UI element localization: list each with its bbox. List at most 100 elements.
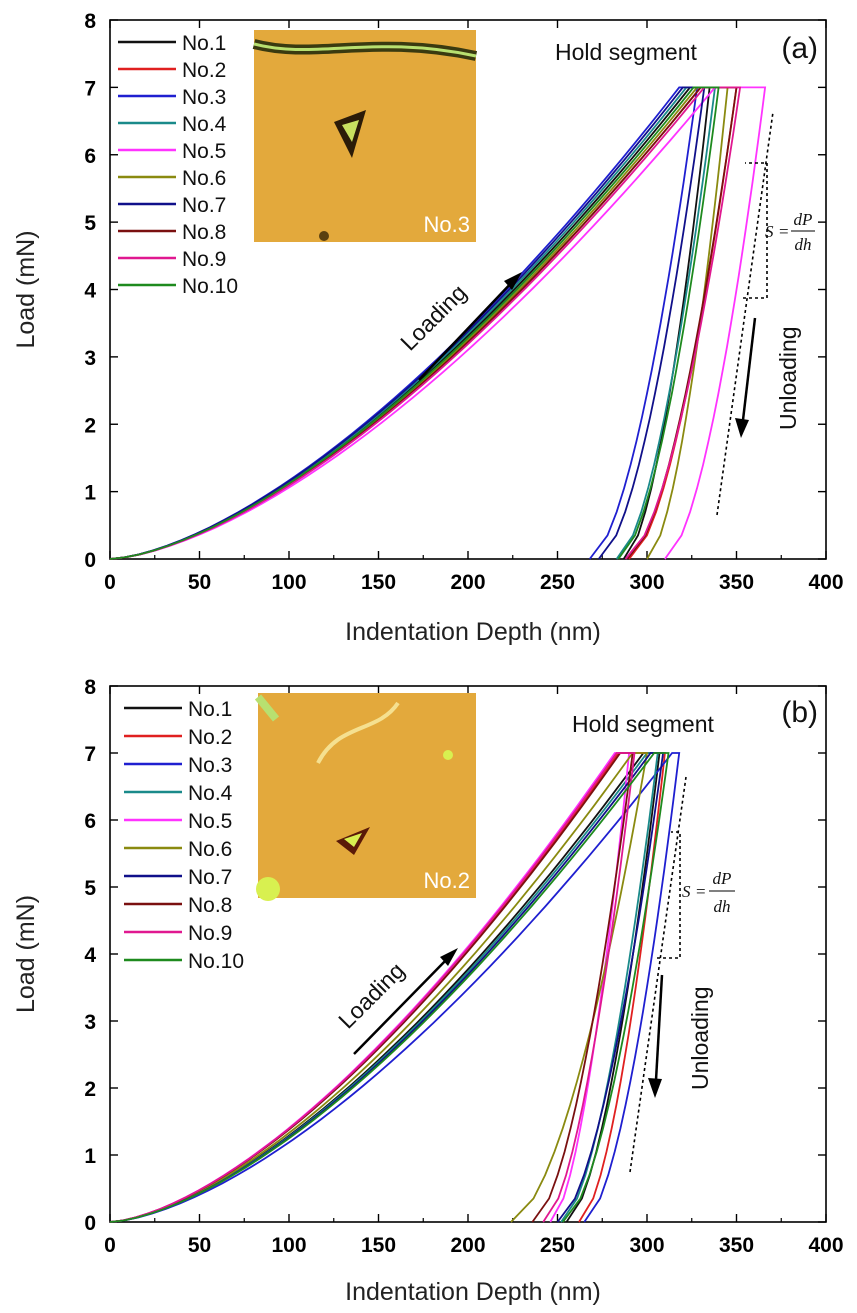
x-tick-label: 350 <box>719 1234 754 1257</box>
series-line-no10 <box>109 86 720 560</box>
x-tick-label: 50 <box>188 571 211 594</box>
y-tick-label: 0 <box>84 1212 96 1235</box>
y-tick-label: 1 <box>84 1145 96 1168</box>
x-tick-label: 50 <box>188 1234 211 1257</box>
series-line-no9 <box>109 86 742 560</box>
x-tick-label: 400 <box>808 571 843 594</box>
x-tick-label: 250 <box>540 571 575 594</box>
legend-label: No.9 <box>188 922 232 945</box>
legend-label: No.4 <box>188 782 233 805</box>
legend-label: No.8 <box>188 894 232 917</box>
y-tick-label: 3 <box>84 347 96 370</box>
stiffness-s: S <box>682 882 691 901</box>
y-tick-label: 8 <box>84 10 96 33</box>
unloading-arrow <box>654 974 664 1081</box>
x-tick-label: 100 <box>271 1234 306 1257</box>
speck <box>256 877 280 901</box>
x-tick-label: 150 <box>361 571 396 594</box>
stiffness-num: dP <box>713 869 732 888</box>
unloading-arrowhead <box>648 1078 662 1098</box>
grain-boundary-highlight <box>253 42 477 58</box>
y-tick-label: 7 <box>84 743 96 766</box>
legend: No.1 No.2 No.3 No.4 No.5 No.6 No.7 No.8 No.9 No.1… <box>118 32 238 298</box>
y-tick-label: 2 <box>84 414 96 437</box>
x-tick-label: 200 <box>450 571 485 594</box>
legend-label: No.10 <box>188 950 244 973</box>
unloading-label: Unloading <box>775 326 801 430</box>
loading-label: Loading <box>333 957 409 1033</box>
y-tick-label: 6 <box>84 810 96 833</box>
y-tick-label: 4 <box>84 944 96 967</box>
x-tick-label: 0 <box>104 1234 116 1257</box>
stiffness-bracket <box>743 162 768 299</box>
series-line-no3 <box>109 752 681 1223</box>
x-tick-label: 400 <box>808 1234 843 1257</box>
stiffness-tangent <box>716 111 774 516</box>
y-tick-label: 7 <box>84 77 96 100</box>
loading-arrow <box>418 279 515 381</box>
speck <box>443 750 453 760</box>
legend-label: No.8 <box>182 221 226 244</box>
stiffness-den: dh <box>795 235 812 254</box>
series-line-no9 <box>109 752 636 1223</box>
y-tick-label: 6 <box>84 145 96 168</box>
stiffness-den: dh <box>714 897 731 916</box>
legend-label: No.1 <box>182 32 226 55</box>
loading-arrow <box>353 955 451 1055</box>
series-line-no5 <box>109 86 767 560</box>
x-tick-label: 200 <box>450 1234 485 1257</box>
stiffness-eq: = <box>696 882 706 901</box>
x-tick-label: 300 <box>629 571 664 594</box>
legend-label: No.5 <box>182 140 226 163</box>
indent-micrograph: No.3 <box>252 30 478 242</box>
legend-label: No.7 <box>188 866 232 889</box>
stiffness-tangent <box>629 776 687 1173</box>
unloading-label: Unloading <box>687 986 713 1090</box>
panel-label: (b) <box>781 696 818 729</box>
stiffness-bracket <box>657 831 681 959</box>
legend-label: No.2 <box>188 726 232 749</box>
x-tick-label: 350 <box>719 571 754 594</box>
x-axis-label: Indentation Depth (nm) <box>345 618 601 646</box>
hold-segment-label: Hold segment <box>555 39 698 65</box>
legend-label: No.10 <box>182 275 238 298</box>
x-tick-label: 300 <box>629 1234 664 1257</box>
x-tick-label: 100 <box>271 571 306 594</box>
inset-label: No.2 <box>424 868 470 893</box>
stiffness-eq: = <box>779 222 789 241</box>
hold-segment-label: Hold segment <box>572 711 715 737</box>
x-tick-label: 150 <box>361 1234 396 1257</box>
y-axis-label: Load (mN) <box>12 895 40 1013</box>
stiffness-num: dP <box>794 210 813 229</box>
x-axis-label: Indentation Depth (nm) <box>345 1278 601 1306</box>
legend: No.1 No.2 No.3 No.4 No.5 No.6 No.7 No.8 No.9 No.1… <box>124 698 244 973</box>
series-line-no7 <box>109 86 706 560</box>
legend-label: No.3 <box>182 86 226 109</box>
inset-label: No.3 <box>424 212 470 237</box>
y-tick-label: 5 <box>84 877 96 900</box>
speck <box>319 231 329 241</box>
chart-panel-b: 0 50 100 150 200 250 300 350 400 0 1 2 3 4 5 6 7 8 Indenta… <box>12 676 844 1306</box>
unloading-arrow <box>741 317 757 421</box>
legend-label: No.9 <box>182 248 226 271</box>
y-tick-label: 1 <box>84 482 96 505</box>
loading-arrowhead <box>504 272 522 290</box>
legend-label: No.7 <box>182 194 226 217</box>
unloading-arrowhead <box>735 418 749 438</box>
loading-arrowhead <box>440 948 458 966</box>
legend-label: No.5 <box>188 810 232 833</box>
x-tick-label: 250 <box>540 1234 575 1257</box>
legend-label: No.6 <box>182 167 226 190</box>
grain-spot <box>254 694 280 722</box>
stiffness-s: S <box>765 222 774 241</box>
chart-panel-a: 0 50 100 150 200 250 300 350 400 0 1 2 3 4 5 6 7 8 Indenta… <box>12 10 844 646</box>
micrograph-background <box>254 30 476 242</box>
y-tick-label: 5 <box>84 212 96 235</box>
indent-mark-center <box>342 120 359 142</box>
y-axis-label: Load (mN) <box>12 230 40 348</box>
series-line-no10 <box>109 752 670 1223</box>
series-line-no6 <box>109 752 649 1223</box>
x-tick-label: 0 <box>104 571 116 594</box>
y-tick-label: 4 <box>84 280 96 303</box>
